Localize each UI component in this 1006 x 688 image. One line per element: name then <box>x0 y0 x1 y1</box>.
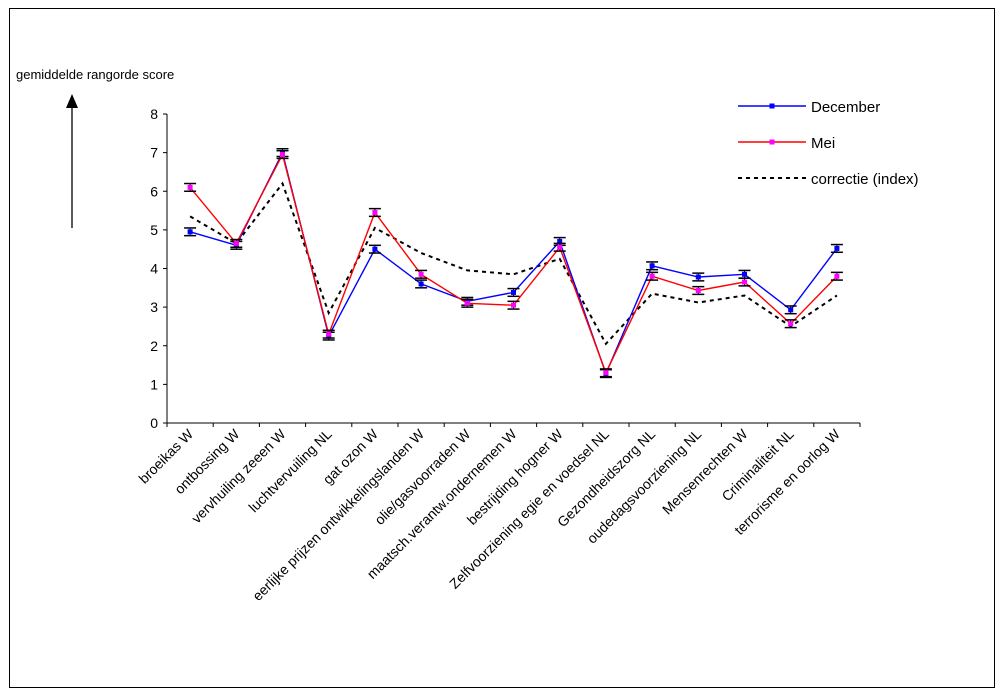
legend-marker <box>769 103 775 109</box>
x-tick-label: Mensenrechten W <box>659 425 751 517</box>
y-tick-label: 2 <box>150 338 158 354</box>
data-point <box>742 271 747 277</box>
data-point <box>834 273 840 279</box>
y-tick-label: 8 <box>150 106 158 122</box>
data-point <box>511 289 516 295</box>
data-point <box>464 300 470 306</box>
data-point <box>649 263 655 269</box>
data-point <box>511 302 516 308</box>
y-tick-label: 3 <box>150 299 158 315</box>
data-point <box>187 229 193 235</box>
data-point <box>418 271 424 277</box>
data-point <box>557 244 563 250</box>
data-point <box>326 331 332 337</box>
data-point <box>557 238 563 244</box>
data-point <box>372 246 378 252</box>
series-line <box>189 152 838 375</box>
data-point <box>649 273 655 279</box>
x-tick-label: eerlijke prijzen ontwikkelingslanden W <box>249 425 428 604</box>
y-tick-label: 5 <box>150 222 158 238</box>
data-point <box>742 279 747 285</box>
series-line <box>189 150 838 376</box>
data-point <box>418 281 424 287</box>
data-point <box>280 152 285 158</box>
data-point <box>187 184 193 190</box>
y-tick-label: 1 <box>150 376 158 392</box>
y-tick-label: 4 <box>150 261 158 277</box>
legend-label: correctie (index) <box>811 171 919 188</box>
data-point <box>788 307 794 313</box>
data-point <box>695 288 701 294</box>
legend: December Mei correctie (index) <box>738 99 919 188</box>
data-point <box>695 274 701 280</box>
legend-label: Mei <box>811 135 835 152</box>
y-arrow-head <box>66 94 78 108</box>
legend-marker <box>769 139 775 145</box>
plot-group <box>184 148 843 379</box>
data-point <box>372 209 378 215</box>
series-line <box>189 181 838 346</box>
legend-label: December <box>811 99 880 116</box>
y-tick-label: 6 <box>150 183 158 199</box>
data-point <box>834 245 840 251</box>
data-point <box>788 321 794 327</box>
y-tick-label: 0 <box>150 415 158 431</box>
y-axis-label: gemiddelde rangorde score <box>16 67 175 82</box>
x-tick-label: luchtvervuiling NL <box>245 426 335 516</box>
data-point <box>233 240 239 246</box>
y-tick-label: 7 <box>150 145 158 161</box>
data-point <box>603 370 609 376</box>
